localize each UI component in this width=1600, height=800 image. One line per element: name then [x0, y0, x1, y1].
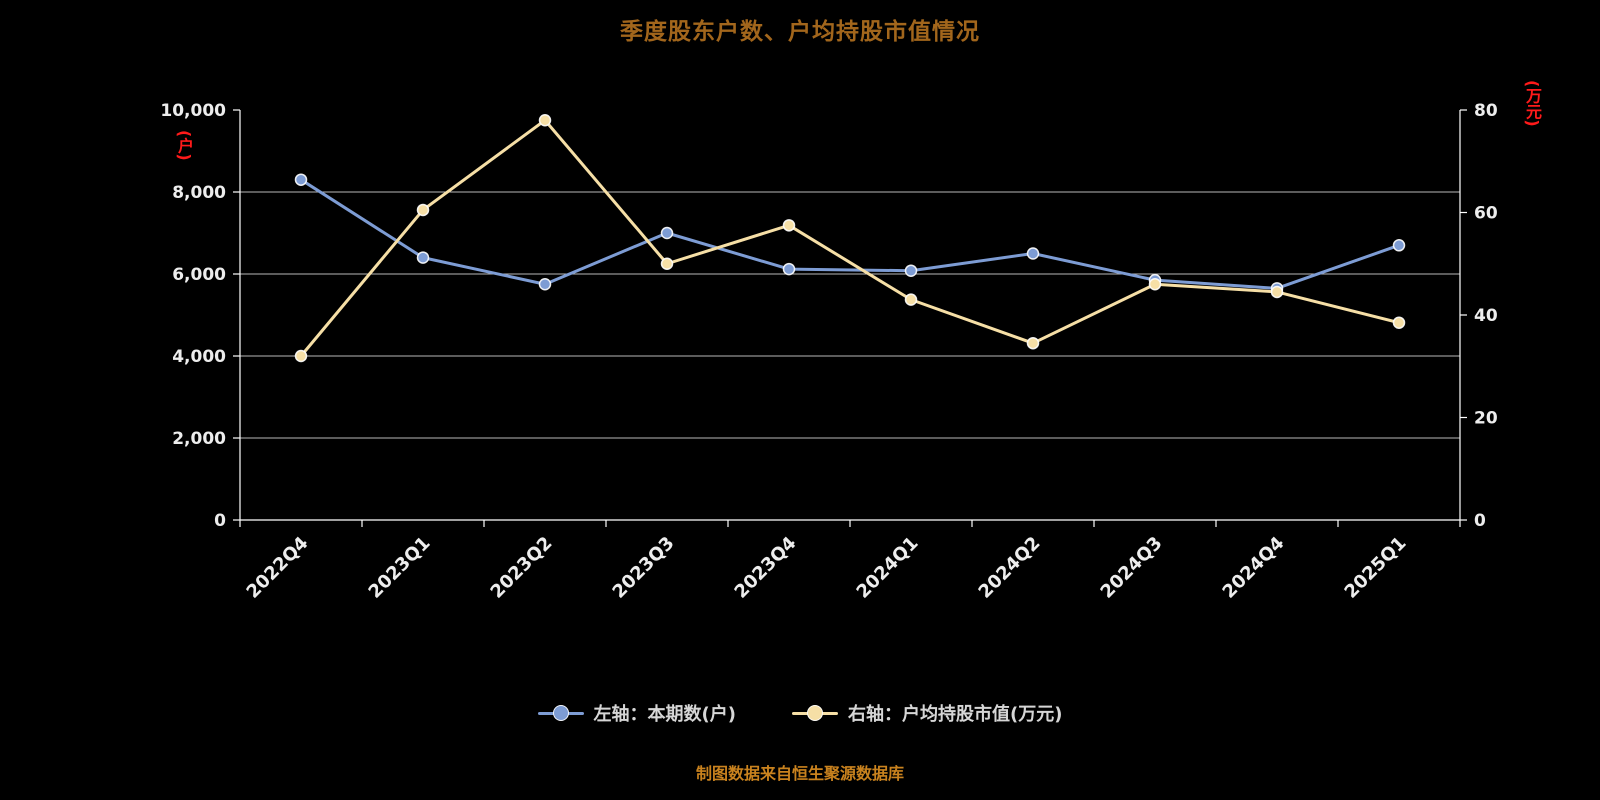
svg-text:2023Q2: 2023Q2	[487, 533, 557, 603]
legend: 左轴：本期数(户) 右轴：户均持股市值(万元)	[0, 700, 1600, 726]
svg-text:2022Q4: 2022Q4	[243, 533, 313, 603]
legend-marker-blue-icon	[537, 704, 584, 722]
left-axis-labels: 0 2,000 4,000 6,000 8,000 10,000	[160, 101, 226, 531]
svg-text:10,000: 10,000	[160, 101, 226, 121]
series-line-1	[299, 118, 1401, 358]
series-line-0	[299, 178, 1401, 290]
svg-text:2023Q1: 2023Q1	[365, 533, 435, 603]
svg-text:8,000: 8,000	[172, 183, 226, 203]
svg-text:2024Q1: 2024Q1	[853, 533, 923, 603]
right-axis-unit-label: (万元)	[1523, 80, 1542, 127]
svg-text:80: 80	[1474, 101, 1498, 121]
legend-marker-yellow-icon	[792, 704, 838, 722]
grid-lines	[240, 191, 1460, 439]
legend-label-shareholder-count: 左轴：本期数(户)	[593, 704, 736, 725]
svg-text:4,000: 4,000	[172, 347, 226, 367]
svg-text:6,000: 6,000	[172, 265, 226, 285]
svg-text:2024Q3: 2024Q3	[1097, 533, 1167, 603]
legend-label-avg-holding-value: 右轴：户均持股市值(万元)	[848, 704, 1063, 725]
svg-text:2025Q1: 2025Q1	[1341, 533, 1411, 603]
right-axis-labels: 0 20 40 60 80	[1474, 101, 1498, 531]
svg-text:2023Q4: 2023Q4	[731, 533, 801, 603]
svg-text:2024Q2: 2024Q2	[975, 533, 1045, 603]
svg-text:2,000: 2,000	[172, 429, 226, 449]
svg-text:40: 40	[1474, 306, 1498, 326]
svg-text:0: 0	[214, 511, 226, 531]
svg-text:20: 20	[1474, 409, 1498, 429]
axis-lines	[239, 110, 1461, 521]
left-axis-unit-label: (户)	[175, 130, 194, 161]
chart-title: 季度股东户数、户均持股市值情况	[620, 19, 980, 45]
legend-item-avg-holding-value[interactable]: 右轴：户均持股市值(万元)	[792, 700, 1062, 726]
data-source-caption: 制图数据来自恒生聚源数据库	[695, 764, 904, 783]
x-axis-labels: 2022Q4 2023Q1 2023Q2 2023Q3 2023Q4 2024Q1 2024…	[243, 533, 1411, 603]
svg-text:2023Q3: 2023Q3	[609, 533, 679, 603]
svg-text:60: 60	[1474, 204, 1498, 224]
legend-item-shareholder-count[interactable]: 左轴：本期数(户)	[537, 700, 736, 726]
svg-text:0: 0	[1474, 511, 1486, 531]
series-points-1	[294, 114, 1406, 363]
tick-marks	[233, 109, 1467, 527]
svg-text:2024Q4: 2024Q4	[1219, 533, 1289, 603]
